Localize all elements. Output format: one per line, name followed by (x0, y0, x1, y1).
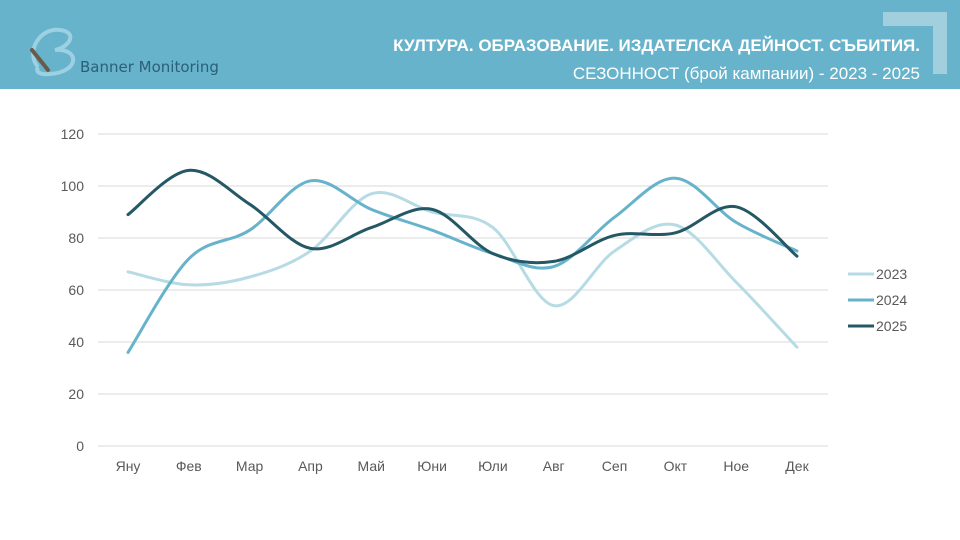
x-tick-label: Юни (417, 458, 447, 474)
y-tick-label: 60 (68, 282, 84, 298)
page-subtitle: СЕЗОННОСТ (брой кампании) - 2023 - 2025 (572, 64, 920, 83)
x-tick-label: Авг (543, 458, 565, 474)
y-tick-label: 120 (61, 126, 85, 142)
x-tick-label: Май (358, 458, 385, 474)
x-tick-label: Апр (298, 458, 323, 474)
series-line-2024 (126, 176, 799, 354)
series-line-2023 (126, 191, 799, 349)
legend-label: 2023 (876, 266, 907, 282)
page-title: КУЛТУРА. ОБРАЗОВАНИЕ. ИЗДАТЕЛСКА ДЕЙНОСТ… (393, 36, 920, 55)
brand-name: Banner Monitoring (80, 58, 219, 76)
legend-label: 2024 (876, 292, 907, 308)
banner-monitoring-logo-icon (30, 27, 76, 77)
x-tick-label: Мар (236, 458, 264, 474)
x-tick-label: Сеп (602, 458, 627, 474)
legend-label: 2025 (876, 318, 907, 334)
x-tick-label: Яну (116, 458, 141, 474)
corner-decoration (883, 12, 947, 74)
x-tick-label: Дек (785, 458, 809, 474)
header-banner: Banner Monitoring КУЛТУРА. ОБРАЗОВАНИЕ. … (0, 0, 960, 89)
y-tick-label: 20 (68, 386, 84, 402)
x-tick-label: Окт (664, 458, 688, 474)
x-tick-label: Ное (723, 458, 749, 474)
x-tick-label: Фев (176, 458, 202, 474)
y-tick-label: 80 (68, 230, 84, 246)
y-tick-label: 100 (61, 178, 85, 194)
y-tick-label: 0 (76, 438, 84, 454)
y-tick-label: 40 (68, 334, 84, 350)
series-line-2025 (126, 168, 799, 265)
x-tick-label: Юли (478, 458, 508, 474)
